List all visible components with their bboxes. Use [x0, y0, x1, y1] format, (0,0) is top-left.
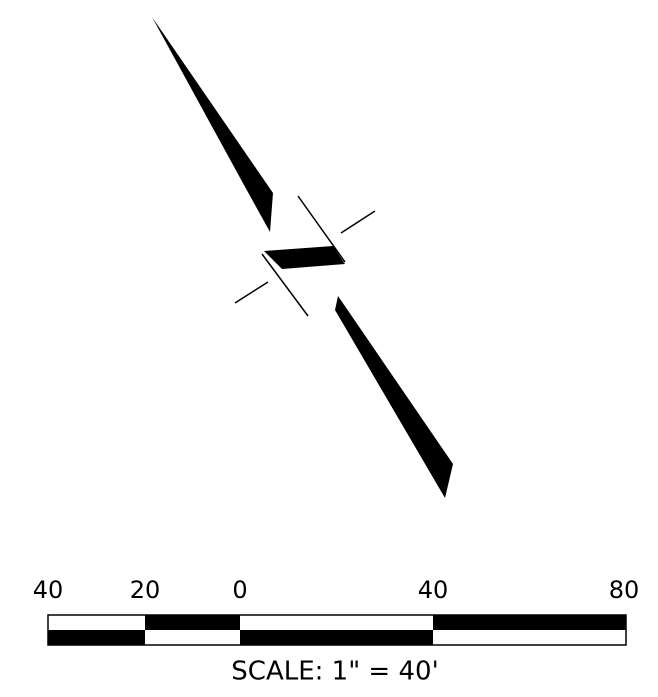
scale-segment [48, 630, 145, 645]
needle-upper [152, 17, 273, 232]
scale-bar: 40 20 0 40 80 SCALE: 1" = 40' [33, 576, 640, 687]
crosshair-line [261, 253, 309, 317]
scale-label: 40 [418, 576, 449, 604]
crosshair-line [297, 195, 346, 263]
scale-caption: SCALE: 1" = 40' [231, 657, 438, 687]
scale-segment [48, 615, 145, 630]
scale-outline [47, 614, 627, 646]
crosshair-line [340, 210, 376, 234]
scale-label: 20 [130, 576, 161, 604]
scale-segment [433, 630, 626, 645]
scale-segment [240, 615, 433, 630]
scale-segment [145, 615, 240, 630]
scale-segment [145, 630, 240, 645]
scale-segment [433, 615, 626, 630]
scale-label: 40 [33, 576, 64, 604]
scale-label: 80 [609, 576, 640, 604]
scale-segment [240, 630, 433, 645]
scale-label: 0 [232, 576, 247, 604]
north-arrow [152, 17, 453, 498]
needle-middle [264, 246, 345, 269]
crosshair-line [234, 281, 269, 304]
needle-lower [335, 296, 453, 498]
